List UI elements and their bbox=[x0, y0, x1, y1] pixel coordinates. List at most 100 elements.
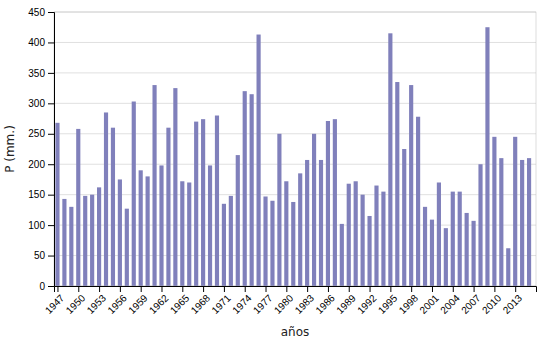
y-tick-mark bbox=[48, 42, 54, 43]
bar bbox=[520, 160, 524, 286]
x-tick: 2001 bbox=[417, 286, 441, 316]
x-tick-label: 1953 bbox=[85, 292, 109, 316]
x-tick-mark bbox=[57, 286, 58, 292]
y-tick: 150 bbox=[28, 189, 54, 200]
x-tick-label: 2013 bbox=[501, 292, 525, 316]
y-tick-mark bbox=[48, 12, 54, 13]
x-tick-label: 1980 bbox=[272, 292, 296, 316]
bar bbox=[257, 35, 261, 286]
x-tick-mark bbox=[78, 286, 79, 292]
x-tick-mark bbox=[328, 286, 329, 292]
y-tick: 300 bbox=[28, 98, 54, 109]
bar bbox=[506, 248, 510, 286]
x-tick: 1953 bbox=[85, 286, 109, 316]
x-axis: 1947195019531956195919621965196819711974… bbox=[43, 286, 537, 316]
bar bbox=[423, 207, 427, 286]
bar bbox=[90, 195, 94, 286]
y-tick-label: 100 bbox=[28, 220, 45, 231]
x-tick: 1992 bbox=[355, 286, 379, 316]
bar bbox=[347, 184, 351, 286]
grid-line bbox=[54, 103, 536, 104]
x-tick: 1980 bbox=[272, 286, 296, 316]
bar bbox=[229, 196, 233, 286]
x-tick: 1962 bbox=[147, 286, 171, 316]
bar bbox=[465, 213, 469, 286]
bar bbox=[236, 155, 240, 286]
x-tick-mark bbox=[432, 286, 433, 292]
x-tick-label: 2004 bbox=[438, 292, 462, 316]
x-tick-mark bbox=[266, 286, 267, 292]
x-tick: 1986 bbox=[313, 286, 337, 316]
y-tick: 200 bbox=[28, 159, 54, 170]
x-tick-mark bbox=[161, 286, 162, 292]
x-tick-label: 1950 bbox=[64, 292, 88, 316]
x-tick-mark bbox=[120, 286, 121, 292]
bar bbox=[97, 187, 101, 286]
y-tick-label: 150 bbox=[28, 189, 45, 200]
bar bbox=[305, 160, 309, 286]
bar bbox=[499, 158, 503, 286]
x-tick: 2004 bbox=[438, 286, 462, 316]
bar bbox=[180, 181, 184, 286]
grid bbox=[54, 12, 536, 286]
bar bbox=[361, 195, 365, 286]
y-tick-label: 250 bbox=[28, 128, 45, 139]
x-tick-label: 1998 bbox=[397, 292, 421, 316]
x-axis-title: años bbox=[281, 325, 310, 339]
bar bbox=[284, 181, 288, 286]
y-tick: 0 bbox=[39, 281, 54, 292]
bar bbox=[166, 128, 170, 286]
y-tick-mark bbox=[48, 225, 54, 226]
y-tick-label: 300 bbox=[28, 98, 45, 109]
x-tick: 1965 bbox=[168, 286, 192, 316]
y-tick: 100 bbox=[28, 220, 54, 231]
x-axis-line bbox=[55, 287, 537, 293]
x-tick: 1971 bbox=[209, 286, 233, 316]
x-tick-mark bbox=[474, 286, 475, 292]
bar bbox=[104, 112, 108, 286]
y-tick-mark bbox=[48, 164, 54, 165]
bar bbox=[215, 116, 219, 286]
x-tick-label: 2001 bbox=[417, 292, 441, 316]
x-tick: 1956 bbox=[105, 286, 129, 316]
bar bbox=[472, 221, 476, 286]
x-tick-mark bbox=[370, 286, 371, 292]
x-tick-label: 1974 bbox=[230, 292, 254, 316]
y-tick-label: 50 bbox=[34, 250, 46, 261]
bar bbox=[277, 134, 281, 286]
bar bbox=[222, 204, 226, 286]
bar bbox=[312, 134, 316, 286]
x-tick: 2013 bbox=[501, 286, 525, 316]
x-tick: 1989 bbox=[334, 286, 358, 316]
y-tick: 450 bbox=[28, 7, 54, 18]
bar bbox=[478, 164, 482, 286]
x-tick-label: 1962 bbox=[147, 292, 171, 316]
x-tick-label: 1956 bbox=[105, 292, 129, 316]
x-tick-mark bbox=[494, 286, 495, 292]
bar bbox=[388, 33, 392, 286]
bar bbox=[76, 129, 80, 286]
bar bbox=[527, 158, 531, 286]
y-tick-label: 400 bbox=[28, 37, 45, 48]
bar bbox=[367, 216, 371, 286]
y-axis: 0 50 100 150 200 250 300 350 400 450 bbox=[28, 7, 54, 292]
bar bbox=[444, 228, 448, 286]
bar bbox=[69, 207, 73, 286]
y-tick: 250 bbox=[28, 128, 54, 139]
bar bbox=[270, 201, 274, 286]
x-tick-label: 1971 bbox=[209, 292, 233, 316]
y-tick: 350 bbox=[28, 68, 54, 79]
plot-frame bbox=[54, 12, 536, 286]
x-tick: 1995 bbox=[376, 286, 400, 316]
bar bbox=[263, 196, 267, 286]
x-tick-mark bbox=[245, 286, 246, 292]
x-tick-label: 1947 bbox=[43, 292, 67, 316]
bar bbox=[409, 85, 413, 286]
grid-line bbox=[54, 42, 536, 43]
x-tick: 1998 bbox=[397, 286, 421, 316]
bar bbox=[250, 94, 254, 286]
bar bbox=[416, 117, 420, 286]
bar bbox=[55, 123, 59, 286]
bar bbox=[291, 202, 295, 286]
x-tick-label: 1983 bbox=[293, 292, 317, 316]
